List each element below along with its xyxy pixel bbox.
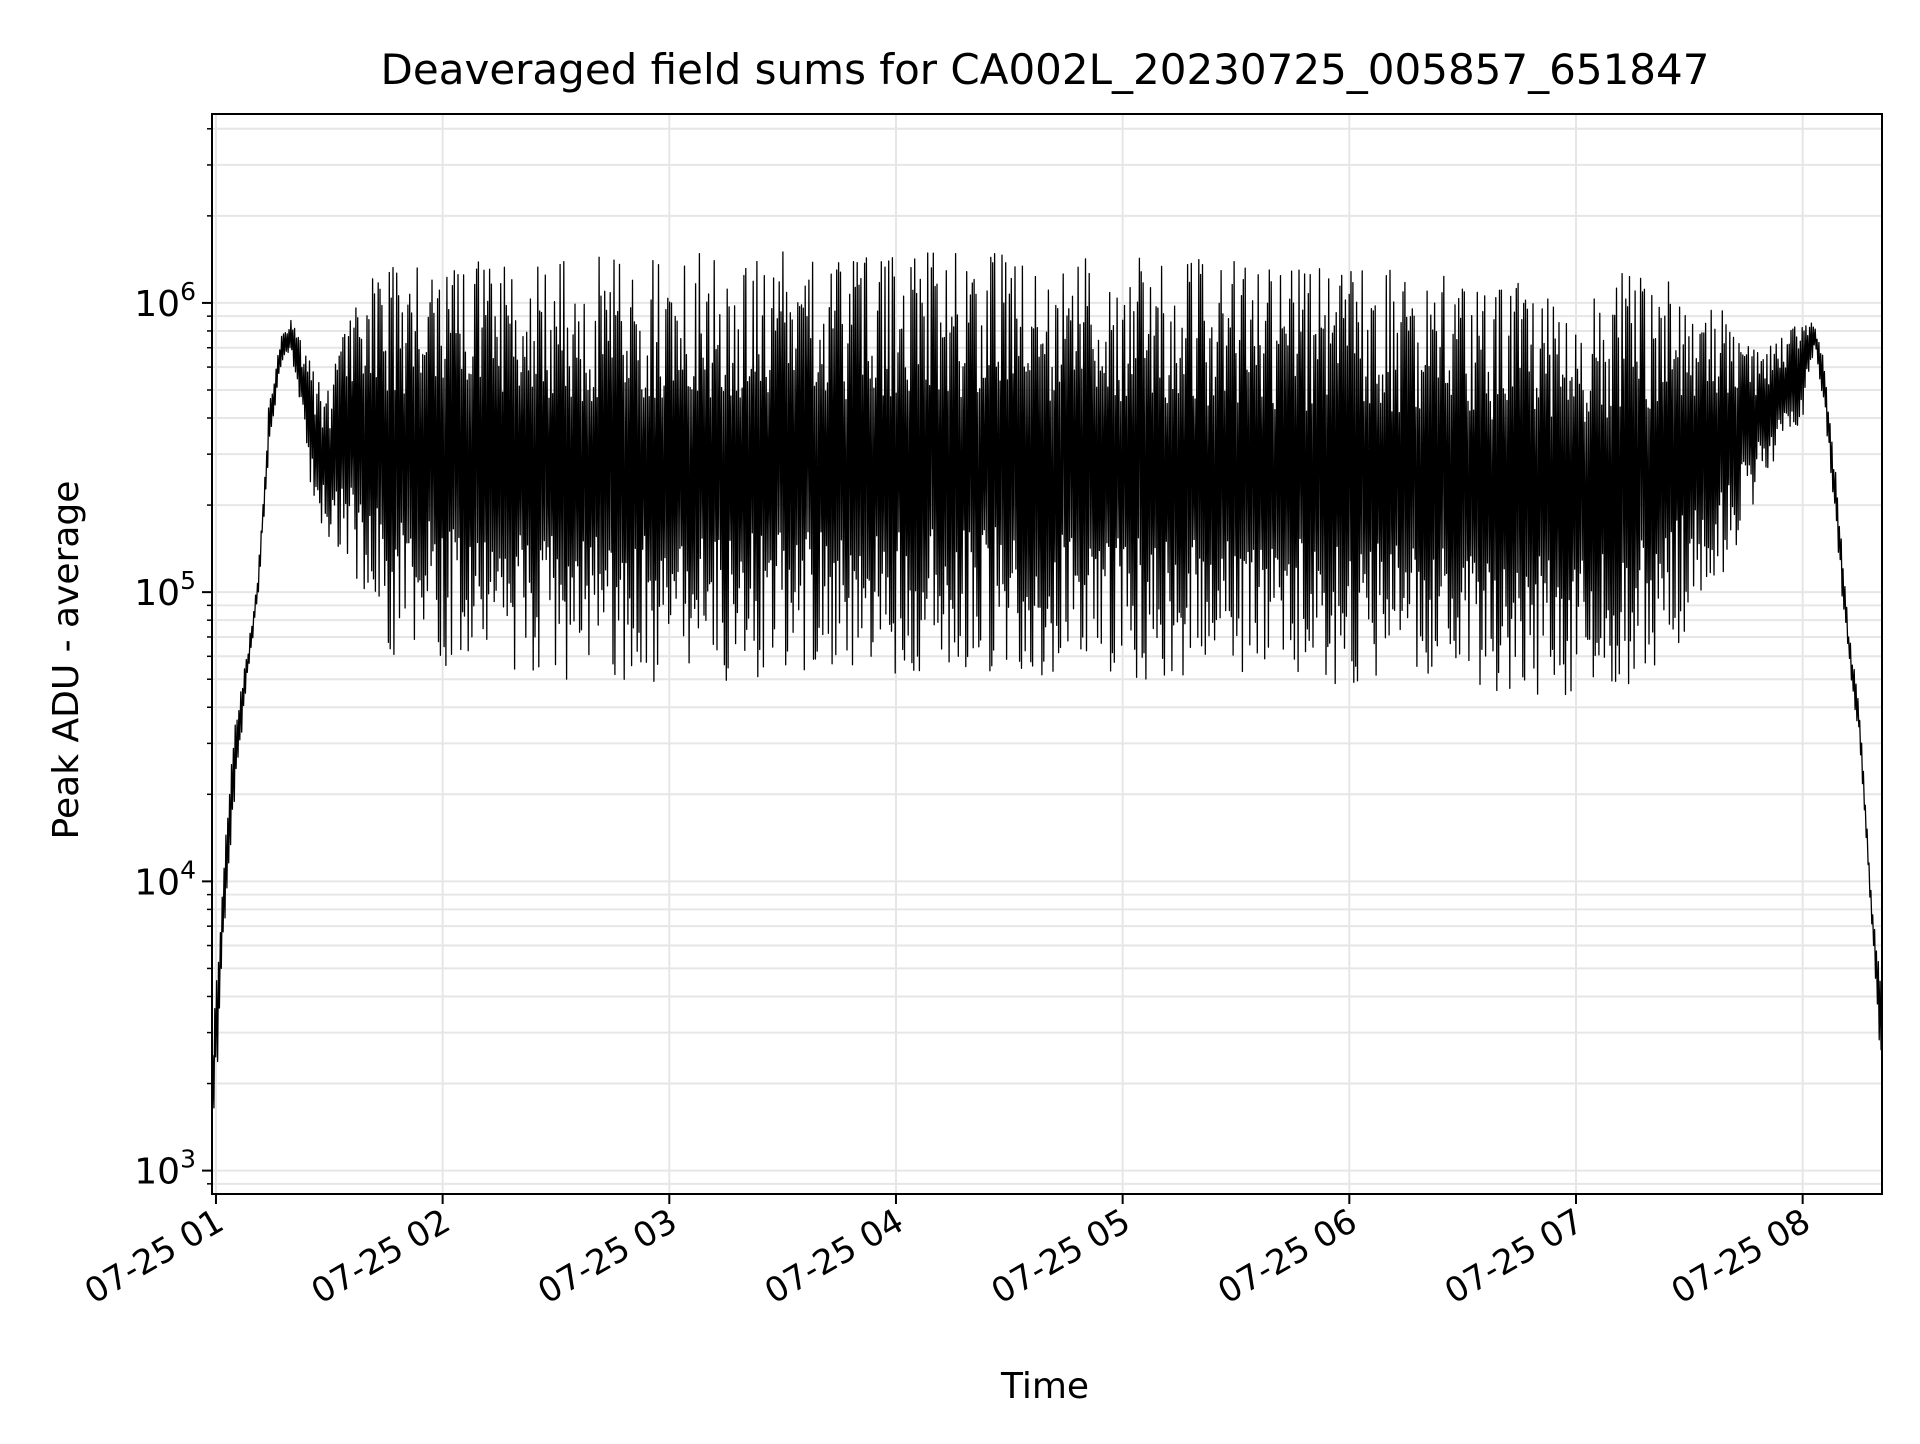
y-tick-label-exponent: 6	[180, 277, 196, 306]
plot-frame	[211, 113, 1883, 1195]
y-tick-label-base: 10	[134, 862, 180, 903]
y-tick-label-exponent: 3	[180, 1145, 196, 1174]
y-tick-label: 103	[134, 1145, 196, 1193]
chart-title: Deaveraged field sums for CA002L_2023072…	[381, 45, 1710, 94]
y-tick-label: 106	[134, 277, 196, 325]
x-axis-label: Time	[1000, 1366, 1089, 1407]
data-series-line	[211, 251, 1883, 1137]
data-layer	[211, 251, 1883, 1137]
y-axis-label: Peak ADU - average	[46, 481, 87, 840]
y-tick-label: 104	[134, 855, 196, 903]
y-tick-label-base: 10	[134, 1152, 180, 1193]
y-tick-label-base: 10	[134, 573, 180, 614]
y-tick-label-base: 10	[134, 284, 180, 325]
y-tick-label: 105	[134, 566, 196, 614]
y-tick-label-exponent: 4	[180, 855, 196, 884]
y-tick-label-exponent: 5	[180, 566, 196, 595]
